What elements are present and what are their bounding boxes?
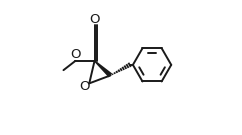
Text: O: O (70, 48, 81, 61)
Polygon shape (94, 60, 112, 77)
Text: O: O (79, 80, 90, 93)
Text: O: O (89, 13, 100, 26)
